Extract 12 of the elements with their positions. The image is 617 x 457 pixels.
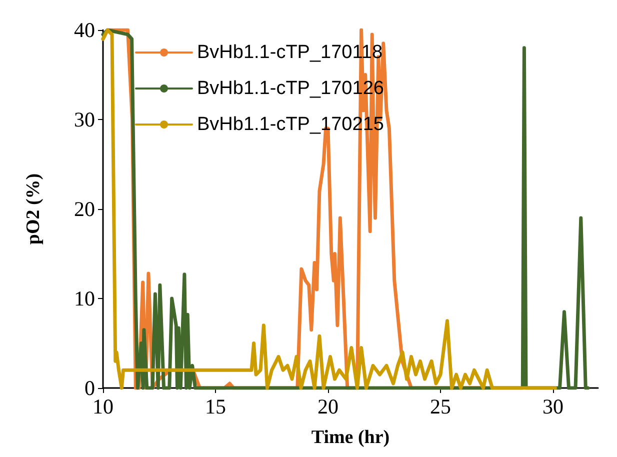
x-tick-label: 25 [430, 394, 451, 418]
x-tick-label: 30 [542, 394, 564, 418]
y-tick-label: 20 [74, 197, 95, 221]
y-tick-label: 40 [74, 18, 95, 42]
y-tick-label: 10 [74, 286, 95, 310]
y-axis-title: pO2 (%) [23, 173, 44, 245]
x-tick-label: 20 [318, 394, 338, 418]
y-tick-label: 0 [84, 376, 95, 400]
x-axis-title: Time (hr) [311, 427, 390, 448]
x-tick-label: 10 [92, 394, 114, 418]
y-tick-label: 30 [74, 108, 95, 132]
x-tick-label: 15 [205, 394, 226, 418]
